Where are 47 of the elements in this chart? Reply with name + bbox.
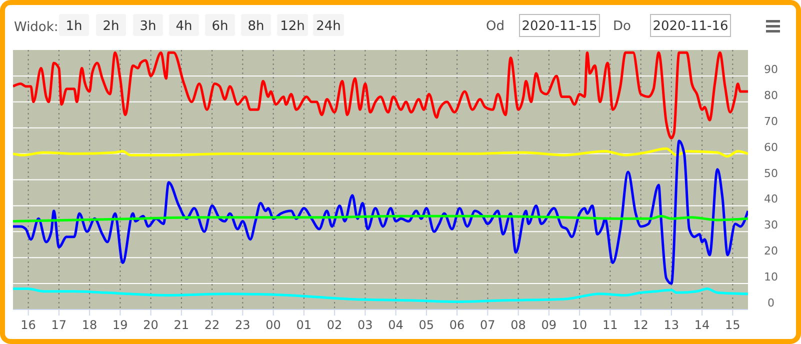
- zoom-button: 1h: [59, 14, 89, 36]
- y-tick-label: 40: [764, 192, 778, 206]
- x-tick-label: 18: [82, 318, 98, 332]
- x-tick-label: 04: [388, 318, 404, 332]
- x-tick-label: 16: [20, 318, 36, 332]
- text: Do: [613, 19, 632, 34]
- x-tick-label: 11: [602, 318, 618, 332]
- x-tick-label: 19: [112, 318, 128, 332]
- text: Widok:: [14, 20, 58, 35]
- zoom-button: 12h: [277, 14, 308, 36]
- x-tick-label: 12: [633, 318, 648, 332]
- zoom-button: 2h: [96, 14, 126, 36]
- x-tick-label: 01: [296, 318, 312, 332]
- x-tick-label: 15: [725, 318, 740, 332]
- text: Od: [486, 19, 504, 34]
- x-tick-label: 06: [449, 318, 465, 332]
- x-tick-label: 09: [541, 318, 557, 332]
- y-tick-label: 30: [764, 218, 778, 232]
- y-tick-label: 60: [764, 140, 778, 154]
- y-tick-label: 70: [764, 114, 778, 128]
- y-tick-label: 90: [764, 62, 778, 76]
- x-tick-label: 21: [174, 318, 190, 332]
- y-tick-label: 20: [764, 244, 778, 258]
- x-tick-label: 07: [480, 318, 496, 332]
- x-tick-label: 23: [235, 318, 250, 332]
- x-tick-label: 13: [664, 318, 680, 332]
- x-tick-label: 10: [572, 318, 588, 332]
- zoom-button: 24h: [313, 14, 344, 36]
- x-tick-label: 22: [204, 318, 220, 332]
- zoom-button: 3h: [133, 14, 163, 36]
- x-tick-label: 17: [51, 318, 67, 332]
- zoom-button: 6h: [205, 14, 235, 36]
- date-field: 2020-11-16: [650, 14, 731, 37]
- x-tick-label: 00: [266, 318, 281, 332]
- y-tick-label: 80: [764, 88, 778, 102]
- x-tick-label: 20: [143, 318, 158, 332]
- x-tick-label: 03: [358, 318, 373, 332]
- y-tick-label: 10: [764, 270, 778, 284]
- x-tick-label: 02: [326, 318, 342, 332]
- x-tick-label: 05: [418, 318, 434, 332]
- zoom-button: 8h: [241, 14, 271, 36]
- y-tick-label: 0: [768, 296, 774, 310]
- x-tick-label: 14: [694, 318, 710, 332]
- y-tick-label: 50: [764, 166, 778, 180]
- x-tick-label: 08: [510, 318, 526, 332]
- zoom-button: 4h: [169, 14, 199, 36]
- date-field: 2020-11-15: [519, 14, 600, 37]
